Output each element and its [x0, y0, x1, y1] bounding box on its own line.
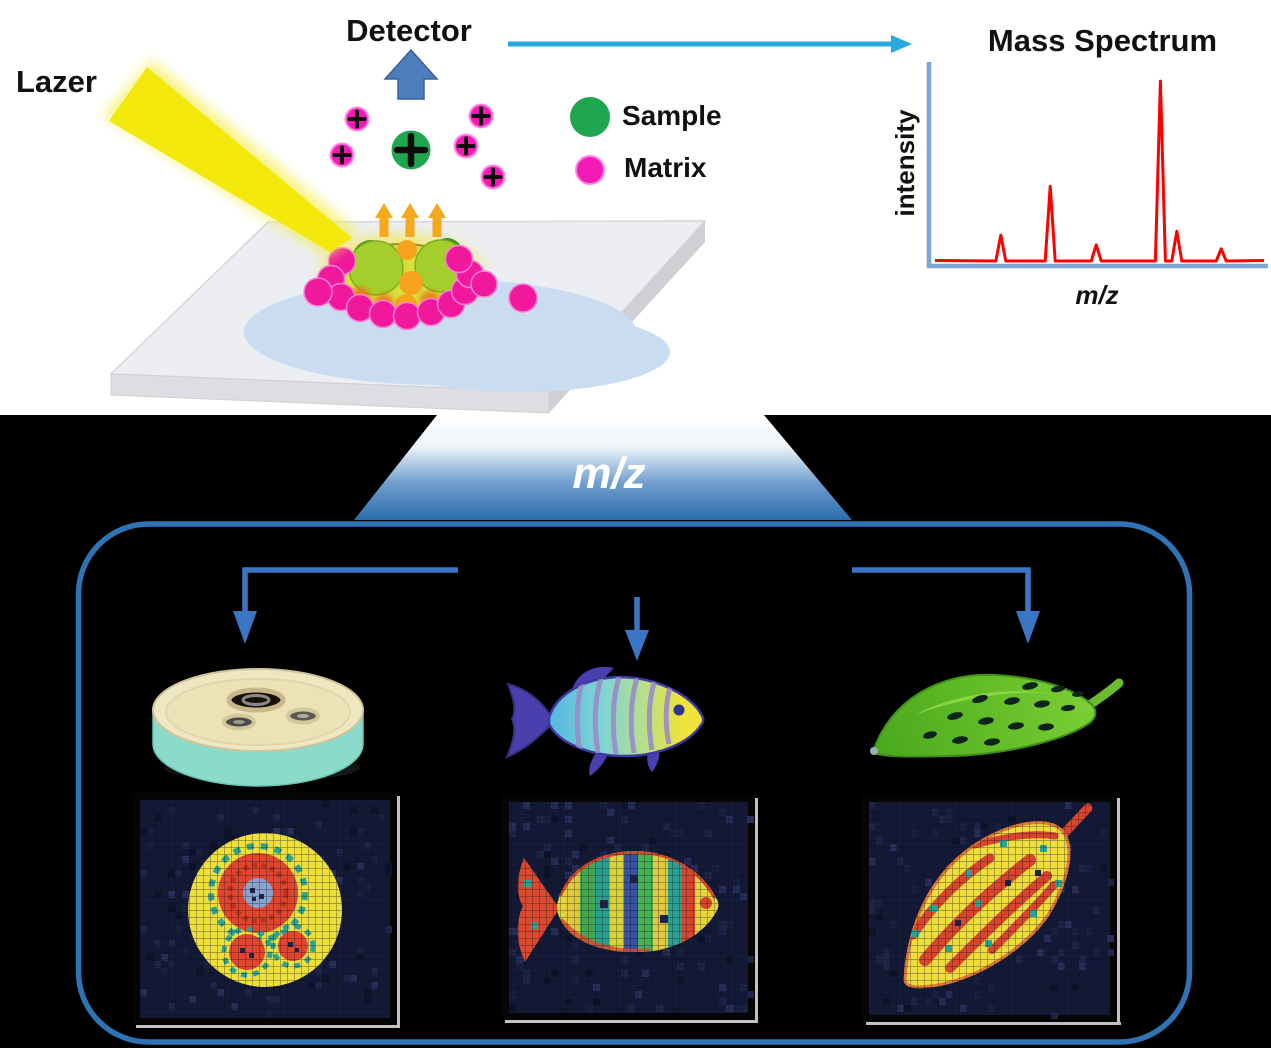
laser-beam-icon [103, 60, 358, 258]
msi-heatmap-petri [133, 793, 400, 1028]
sample-legend-label: Sample [622, 100, 722, 131]
detector-arrow-icon [383, 48, 439, 100]
matrix-legend-swatch [575, 155, 605, 185]
laser-label: Lazer [16, 64, 97, 99]
matrix-legend-label: Matrix [624, 152, 707, 183]
branch-arrow-icon [242, 567, 1031, 633]
spectrum-trace [934, 79, 1265, 263]
plus-icon [332, 106, 503, 187]
mass-spectrum-plot [926, 62, 1268, 269]
matrix-ring [303, 244, 538, 331]
petri-dish-icon [152, 668, 364, 787]
leaf-icon [870, 673, 1124, 758]
mz-axis-label: m/z [1075, 280, 1119, 310]
intensity-axis-label: intensity [890, 109, 920, 217]
plus-icon [393, 132, 429, 168]
mz-funnel-label: m/z [572, 449, 646, 498]
msi-heatmap-fish [502, 795, 758, 1023]
mass-spectrum-title: Mass Spectrum [987, 23, 1218, 58]
leaf-spots [923, 682, 1084, 746]
detector-label: Detector [346, 13, 472, 48]
fish-eye-icon [673, 704, 685, 716]
mz-funnel-icon [354, 415, 852, 520]
sample-legend-swatch [570, 97, 610, 137]
flow-arrow-icon [508, 35, 912, 53]
panel-border [75, 521, 1193, 1045]
branch-arrowheads [233, 611, 1040, 661]
analyte-spot-icon [303, 233, 538, 331]
ion-plume-icon [329, 103, 506, 190]
fish-icon [505, 666, 705, 776]
msi-heatmap-leaf [862, 795, 1121, 1025]
desorption-arrows-icon [375, 203, 446, 237]
